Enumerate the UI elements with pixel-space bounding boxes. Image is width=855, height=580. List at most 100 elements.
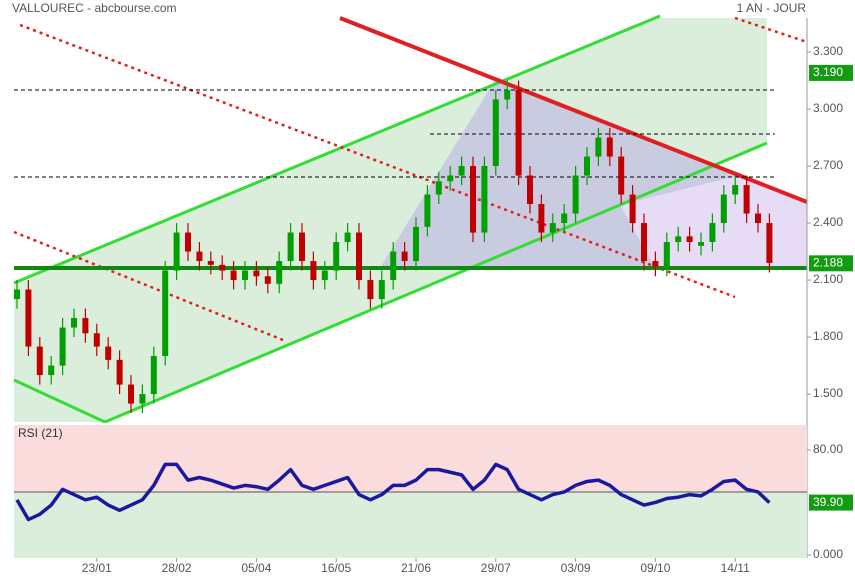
candle-body [720, 194, 727, 224]
candle-body [663, 242, 670, 267]
period: 1 AN - JOUR [737, 1, 807, 15]
candle-body [82, 318, 89, 334]
candle-body [652, 261, 659, 267]
candle-body [629, 194, 636, 224]
candle-body [401, 251, 408, 262]
candle-body [162, 270, 169, 357]
candle-body [755, 213, 761, 224]
candle-body [378, 280, 385, 300]
price-label-box [809, 255, 853, 272]
candle-body [264, 276, 271, 284]
candle-body [321, 270, 328, 281]
candle-body [515, 90, 522, 176]
drawings [13, 14, 808, 424]
candle-body [219, 264, 226, 271]
trend-line [734, 16, 808, 44]
candle-body [287, 232, 294, 262]
candle-body [253, 270, 260, 277]
candle-body [481, 166, 488, 233]
x-tick-label: 03/09 [561, 561, 591, 575]
channel-line [13, 378, 106, 424]
x-tick-label: 21/06 [401, 561, 431, 575]
price-label: 3.190 [813, 65, 843, 79]
x-tick-label: 23/01 [82, 561, 112, 575]
candle-body [584, 156, 590, 176]
resistance-line [339, 16, 808, 204]
price-label-box [809, 64, 853, 81]
y-tick-label: 2.700 [813, 158, 843, 172]
candle-body [276, 261, 283, 284]
candle-body [71, 318, 77, 328]
candle-body [413, 226, 419, 262]
candle-body [675, 236, 682, 243]
x-tick-label: 28/02 [162, 561, 192, 575]
value-label-box [809, 494, 853, 511]
y-tick-label: 80.00 [813, 442, 843, 456]
candle-body [185, 232, 191, 252]
value-label: 39.90 [813, 495, 843, 509]
candle-body [458, 166, 465, 176]
candle-body [686, 236, 693, 243]
candle-body [310, 261, 317, 281]
y-tick-label: 1.800 [813, 329, 843, 343]
candle-body [242, 270, 248, 281]
chart-title: VALLOUREC - abcbourse.com [12, 1, 177, 15]
candle-body [356, 232, 362, 281]
channel-line [13, 14, 661, 285]
x-tick-label: 09/10 [640, 561, 670, 575]
x-tick-label: 29/07 [481, 561, 511, 575]
candle-body [367, 280, 374, 300]
candle-body [595, 137, 602, 157]
candle-body [139, 394, 146, 404]
y-tick-label: 0.000 [813, 547, 843, 561]
x-tick-label: 05/04 [241, 561, 271, 575]
candle-body [93, 333, 100, 347]
candle-body [173, 232, 180, 271]
x-tick-label: 16/05 [321, 561, 351, 575]
candle-body [504, 90, 511, 100]
candle-body [561, 213, 568, 224]
candle-body [447, 175, 454, 182]
candle-body [150, 356, 157, 395]
candle-body [732, 185, 739, 195]
rsi-line [15, 462, 771, 522]
candle-body [116, 359, 123, 385]
candle-body [606, 137, 613, 157]
candle-body [207, 261, 214, 265]
candle-body [538, 204, 545, 233]
candle-body [709, 223, 716, 243]
candle-body [424, 194, 431, 227]
candle-body [299, 232, 305, 262]
candle-body [492, 99, 499, 167]
channel-line [104, 141, 768, 424]
trend-line [19, 23, 736, 299]
candle-body [549, 223, 556, 233]
candle-body [25, 289, 32, 347]
candle-body [618, 156, 625, 195]
candle-body [766, 223, 773, 263]
candle-body [14, 289, 20, 300]
price-label: 2.188 [813, 255, 843, 269]
candle-body [435, 181, 442, 195]
x-tick-label: 14/11 [721, 561, 750, 575]
y-tick-label: 3.300 [813, 44, 843, 58]
candle-body [390, 251, 397, 281]
candle-body [36, 346, 43, 376]
y-tick-label: 1.500 [813, 386, 843, 400]
candle-body [344, 232, 351, 243]
candle-body [698, 242, 704, 246]
candle-body [230, 270, 237, 281]
candle-body [105, 346, 112, 360]
oversold-zone [14, 491, 807, 558]
candle-body [743, 185, 750, 214]
candle-body [128, 384, 134, 404]
candle-body [470, 166, 476, 233]
candle-body [48, 365, 55, 376]
candle-body [196, 251, 203, 262]
candle-body [59, 327, 66, 366]
candle-body [527, 175, 533, 205]
candle-body [641, 223, 647, 262]
y-tick-label: 3.000 [813, 101, 843, 115]
candle-body [572, 175, 579, 214]
